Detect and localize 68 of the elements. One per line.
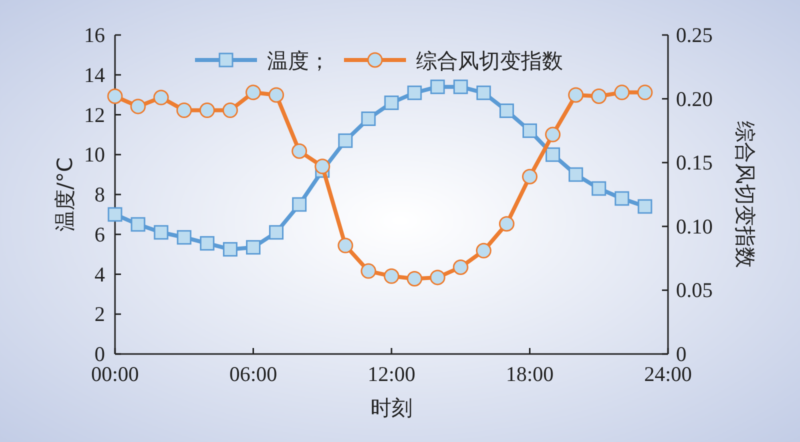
point: [384, 96, 399, 110]
y2-axis-title: 综合风切变指数: [733, 121, 757, 268]
point: [153, 90, 169, 106]
point: [637, 84, 653, 100]
y-tick-label: 8: [94, 182, 105, 206]
y2-tick-label: 0.10: [676, 214, 713, 238]
point: [176, 102, 192, 118]
point: [614, 84, 630, 100]
point: [361, 111, 376, 126]
point: [269, 225, 284, 240]
point: [407, 86, 422, 100]
point: [200, 236, 214, 251]
x-tick-label: 18:00: [506, 362, 554, 386]
y2-tick-label: 0.05: [676, 278, 713, 302]
point: [453, 80, 468, 94]
point: [452, 259, 468, 275]
x-tick-label: 06:00: [229, 362, 278, 386]
point: [199, 102, 215, 118]
point: [360, 263, 376, 279]
point: [591, 88, 607, 104]
point: [522, 168, 538, 184]
point: [499, 104, 514, 118]
point: [292, 143, 308, 159]
point: [268, 87, 284, 103]
point: [222, 102, 238, 118]
point: [568, 167, 584, 182]
point: [130, 217, 146, 232]
point: [546, 147, 560, 162]
point: [406, 270, 422, 286]
point: [545, 126, 561, 142]
y2-tick-label: 0.25: [676, 23, 713, 47]
y2-tick-label: 0.15: [676, 150, 713, 175]
point: [107, 88, 123, 104]
point: [222, 242, 238, 257]
point: [476, 242, 492, 258]
point: [384, 268, 400, 284]
point: [592, 181, 606, 196]
point: [246, 240, 260, 255]
point: [130, 98, 146, 114]
point: [338, 238, 354, 254]
point: [176, 230, 192, 245]
y2-tick-label: 0.20: [676, 86, 713, 111]
y-axis-title: 温度/°C: [53, 157, 77, 232]
point: [430, 270, 446, 286]
point: [154, 225, 168, 240]
y-tick-label: 2: [94, 302, 105, 326]
point: [430, 80, 445, 94]
y-tick-label: 6: [94, 222, 105, 246]
point: [638, 199, 652, 214]
x-tick-label: 12:00: [368, 362, 416, 386]
point: [108, 207, 122, 222]
x-axis-title: 时刻: [370, 396, 412, 420]
point: [338, 133, 353, 148]
legend-label: 温度；: [267, 49, 330, 73]
point: [246, 84, 261, 100]
y-tick-label: 14: [84, 62, 106, 87]
point: [476, 86, 491, 100]
y-tick-label: 4: [94, 262, 106, 286]
point: [614, 191, 630, 206]
y-tick-label: 12: [84, 102, 105, 127]
legend-label: 综合风切变指数: [416, 49, 563, 73]
point: [292, 197, 307, 212]
y-tick-label: 16: [84, 23, 105, 47]
y-tick-label: 10: [84, 142, 105, 167]
point: [522, 123, 537, 138]
point: [498, 216, 514, 232]
point: [314, 158, 330, 174]
point: [568, 87, 584, 103]
